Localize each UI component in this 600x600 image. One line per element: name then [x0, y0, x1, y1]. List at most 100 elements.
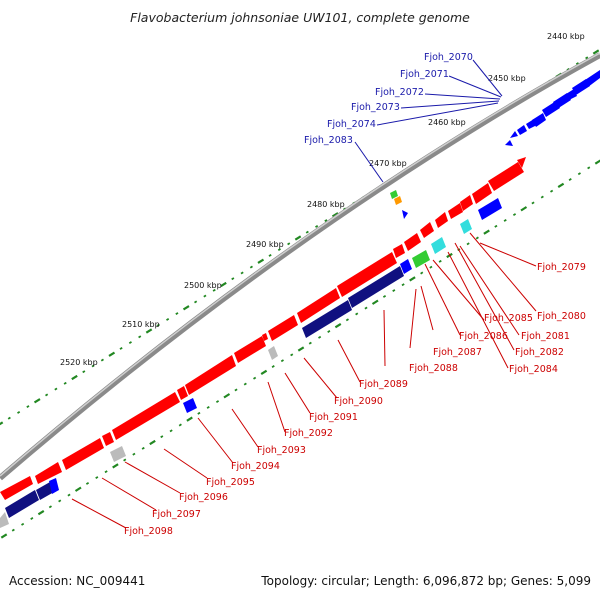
track-dash: [594, 159, 600, 165]
track-dash: [334, 322, 342, 329]
track-dash: [0, 421, 4, 426]
track-dash: [257, 258, 265, 264]
track-dash: [58, 499, 62, 503]
scale-tick-label: 2490 kbp: [246, 240, 284, 249]
accession-text: Accession: NC_009441: [9, 574, 146, 588]
gene-label: Fjoh_2084: [509, 364, 558, 375]
gene-label: Fjoh_2097: [152, 509, 201, 520]
navy-gene: [36, 482, 54, 500]
scale-tick-label: 2510 kbp: [122, 320, 160, 329]
track-dash: [327, 330, 331, 333]
gene-label: Fjoh_2083: [304, 135, 353, 146]
track-dash: [503, 218, 507, 222]
gene-label: Fjoh_2072: [375, 87, 424, 98]
track-dash: [243, 382, 247, 386]
track-dash: [132, 452, 136, 456]
track-dash: [371, 299, 379, 305]
track-dash: [206, 405, 210, 409]
scale-tick-label: 2500 kbp: [184, 281, 222, 290]
track-dash: [585, 56, 589, 60]
track-dash: [294, 235, 302, 241]
track-dash: [231, 277, 235, 281]
track-dash: [382, 294, 387, 298]
grey-gene: [268, 346, 278, 360]
track-dash: [575, 62, 579, 66]
genome-summary-text: Topology: circular; Length: 6,096,872 bp…: [261, 574, 591, 588]
blue-gene-label-texts: Fjoh_2070 Fjoh_2071 Fjoh_2072 Fjoh_2073 …: [304, 52, 473, 146]
track-dash: [74, 486, 82, 492]
track-dash: [409, 276, 416, 282]
gene-label: Fjoh_2088: [409, 363, 458, 374]
track-dash: [557, 182, 565, 189]
navy-gene: [49, 478, 59, 494]
green-gene: [390, 190, 398, 199]
track-dash: [287, 242, 291, 246]
track-dash: [119, 346, 123, 350]
track-dash: [240, 271, 244, 275]
track-dash: [169, 429, 173, 433]
track-dash: [212, 288, 216, 292]
track-dash: [587, 166, 591, 170]
track-dash: [182, 305, 190, 311]
gene-label: Fjoh_2094: [231, 461, 280, 472]
track-dash: [149, 439, 156, 446]
scale-tick-label: 2450 kbp: [488, 74, 526, 83]
track-dash: [234, 388, 238, 392]
track-dash: [550, 189, 554, 193]
gene-label: Fjoh_2071: [400, 69, 449, 80]
gene-label: Fjoh_2073: [351, 102, 400, 113]
scale-tick-label: 2520 kbp: [60, 358, 98, 367]
grey-gene: [0, 512, 9, 528]
blue-gene: [478, 198, 502, 220]
gene-label: Fjoh_2086: [459, 331, 508, 342]
track-dash: [540, 195, 544, 199]
gene-label: Fjoh_2098: [124, 526, 173, 537]
gene-label: Fjoh_2070: [424, 52, 473, 63]
reverse-gene-cluster-top: [505, 70, 600, 146]
navy-gene: [348, 266, 404, 308]
track-dash: [30, 517, 34, 520]
navy-gene: [5, 490, 39, 518]
forward-gene-track: [0, 157, 526, 500]
track-dash: [260, 369, 268, 376]
navy-gene: [302, 300, 352, 338]
track-dash: [494, 224, 498, 228]
track-dash: [568, 178, 572, 181]
track-dash: [364, 306, 368, 310]
track-dash: [21, 522, 25, 526]
blue-gene: [400, 259, 412, 274]
track-dash: [592, 49, 600, 55]
track-dash: [531, 201, 535, 205]
track-dash: [63, 381, 67, 385]
track-dash: [33, 398, 41, 404]
cyan-gene: [460, 219, 472, 234]
track-dash: [7, 416, 11, 420]
gene-label: Fjoh_2091: [309, 412, 358, 423]
map-title: Flavobacterium johnsoniae UW101, complet…: [130, 10, 470, 25]
track-dash: [108, 351, 116, 357]
scale-tick-label: 2480 kbp: [307, 200, 345, 209]
track-dash: [26, 405, 30, 409]
blue-gene: [183, 398, 197, 413]
grey-gene: [110, 446, 126, 462]
track-dash: [324, 219, 328, 223]
track-dash: [438, 259, 442, 263]
track-dash: [203, 294, 207, 298]
track-dash: [82, 370, 86, 374]
green-gene: [412, 250, 430, 268]
gene-label: Fjoh_2081: [521, 331, 570, 342]
cyan-gene: [431, 237, 446, 254]
inner-dotted-track: [0, 159, 600, 539]
track-dash: [123, 458, 127, 462]
track-dash: [318, 335, 322, 339]
gene-label: Fjoh_2089: [359, 379, 408, 390]
scale-tick-label: 2460 kbp: [428, 118, 466, 127]
track-dash: [85, 481, 90, 485]
track-dash: [271, 365, 275, 368]
track-dash: [268, 253, 272, 257]
gene-label: Fjoh_2095: [206, 477, 255, 488]
track-dash: [178, 423, 182, 427]
track-dash: [520, 206, 528, 212]
track-dash: [280, 359, 284, 363]
